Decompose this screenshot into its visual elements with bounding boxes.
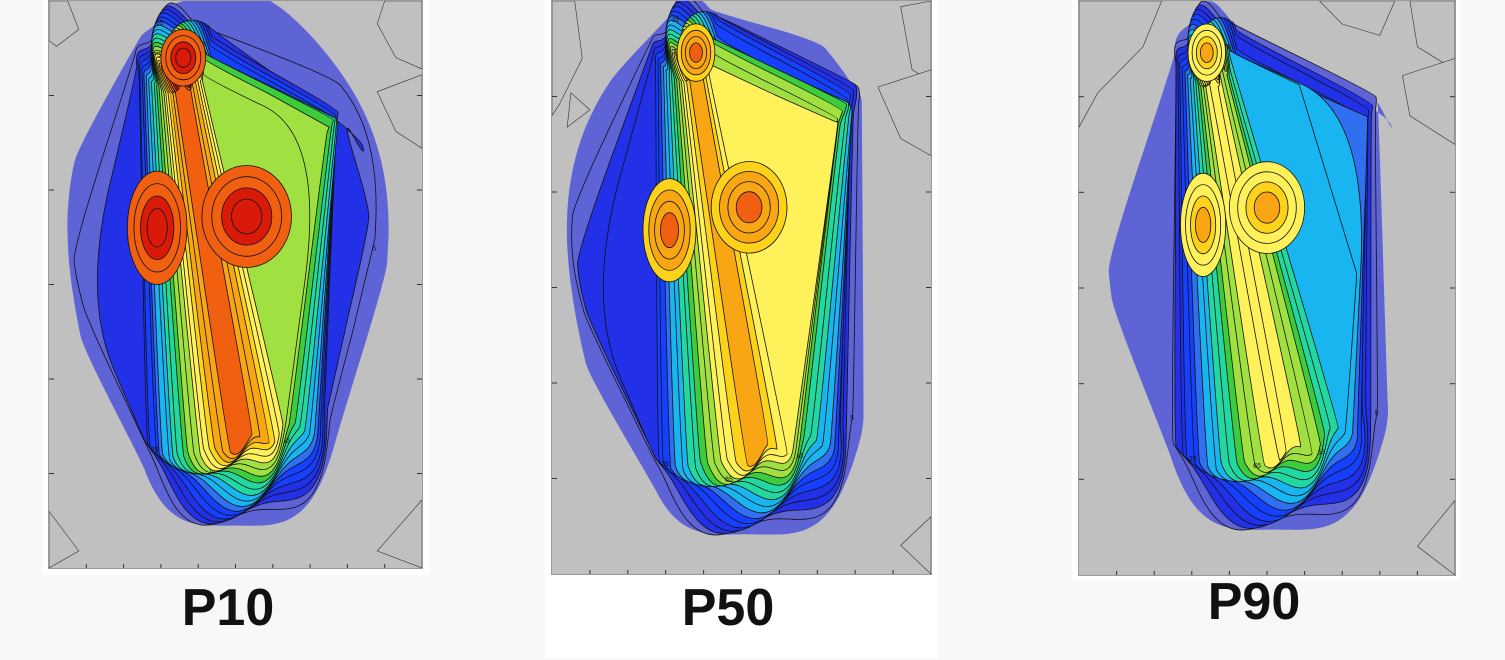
contour-label: 55 <box>1317 450 1325 457</box>
contour-svg-p90: 51525354555657585 <box>1079 1 1455 575</box>
contour-label: 65 <box>1253 463 1261 470</box>
contour-label: 55 <box>282 438 290 445</box>
contour-label: 5 <box>372 246 376 253</box>
contour-label: 35 <box>671 16 679 23</box>
contour-peak <box>175 47 192 68</box>
land-area <box>900 1 931 82</box>
contour-peak <box>1195 206 1212 243</box>
land-area <box>1416 499 1455 575</box>
contour-svg-p50: 5152535455565758595 <box>552 1 931 574</box>
contour-peak <box>735 191 763 224</box>
land-area <box>1079 1 1163 128</box>
contour-label: 65 <box>210 468 218 475</box>
contour-peak <box>1253 191 1281 224</box>
land-area <box>900 516 931 574</box>
contour-peak <box>689 42 703 63</box>
contour-label: 25 <box>1189 456 1197 463</box>
contour-peak <box>231 198 263 235</box>
land-area <box>376 499 422 568</box>
contour-map-p90: 51525354555657585 <box>1078 0 1456 576</box>
contour-peak <box>1200 42 1214 63</box>
land-area <box>552 1 583 117</box>
contour-label: 35 <box>156 20 164 27</box>
contour-label: 55 <box>795 453 803 460</box>
land-area <box>566 92 591 128</box>
contour-label: 65 <box>725 477 733 484</box>
land-area <box>49 510 80 568</box>
contour-label: 5 <box>850 415 854 422</box>
land-area <box>1402 58 1455 145</box>
land-area <box>877 69 931 157</box>
contour-peak <box>660 212 679 249</box>
land-area <box>376 74 422 149</box>
contour-map-p50: 5152535455565758595 <box>551 0 932 575</box>
contour-label: 5 <box>1375 410 1379 417</box>
panel-caption-p10: P10 <box>181 579 275 637</box>
contour-svg-p10: 5152535455565758595105 <box>49 1 422 568</box>
contour-peak <box>146 208 168 248</box>
contour-label: 75 <box>153 52 161 59</box>
panel-caption-p50: P50 <box>681 579 775 637</box>
contour-label: 25 <box>661 461 669 468</box>
contour-label: 25 <box>151 447 159 454</box>
land-area <box>49 1 80 47</box>
land-area <box>1319 1 1396 36</box>
contour-map-p10: 5152535455565758595105 <box>48 0 423 569</box>
land-area <box>376 1 422 70</box>
panel-caption-p90: P90 <box>1207 573 1301 631</box>
land-area <box>1409 1 1455 71</box>
